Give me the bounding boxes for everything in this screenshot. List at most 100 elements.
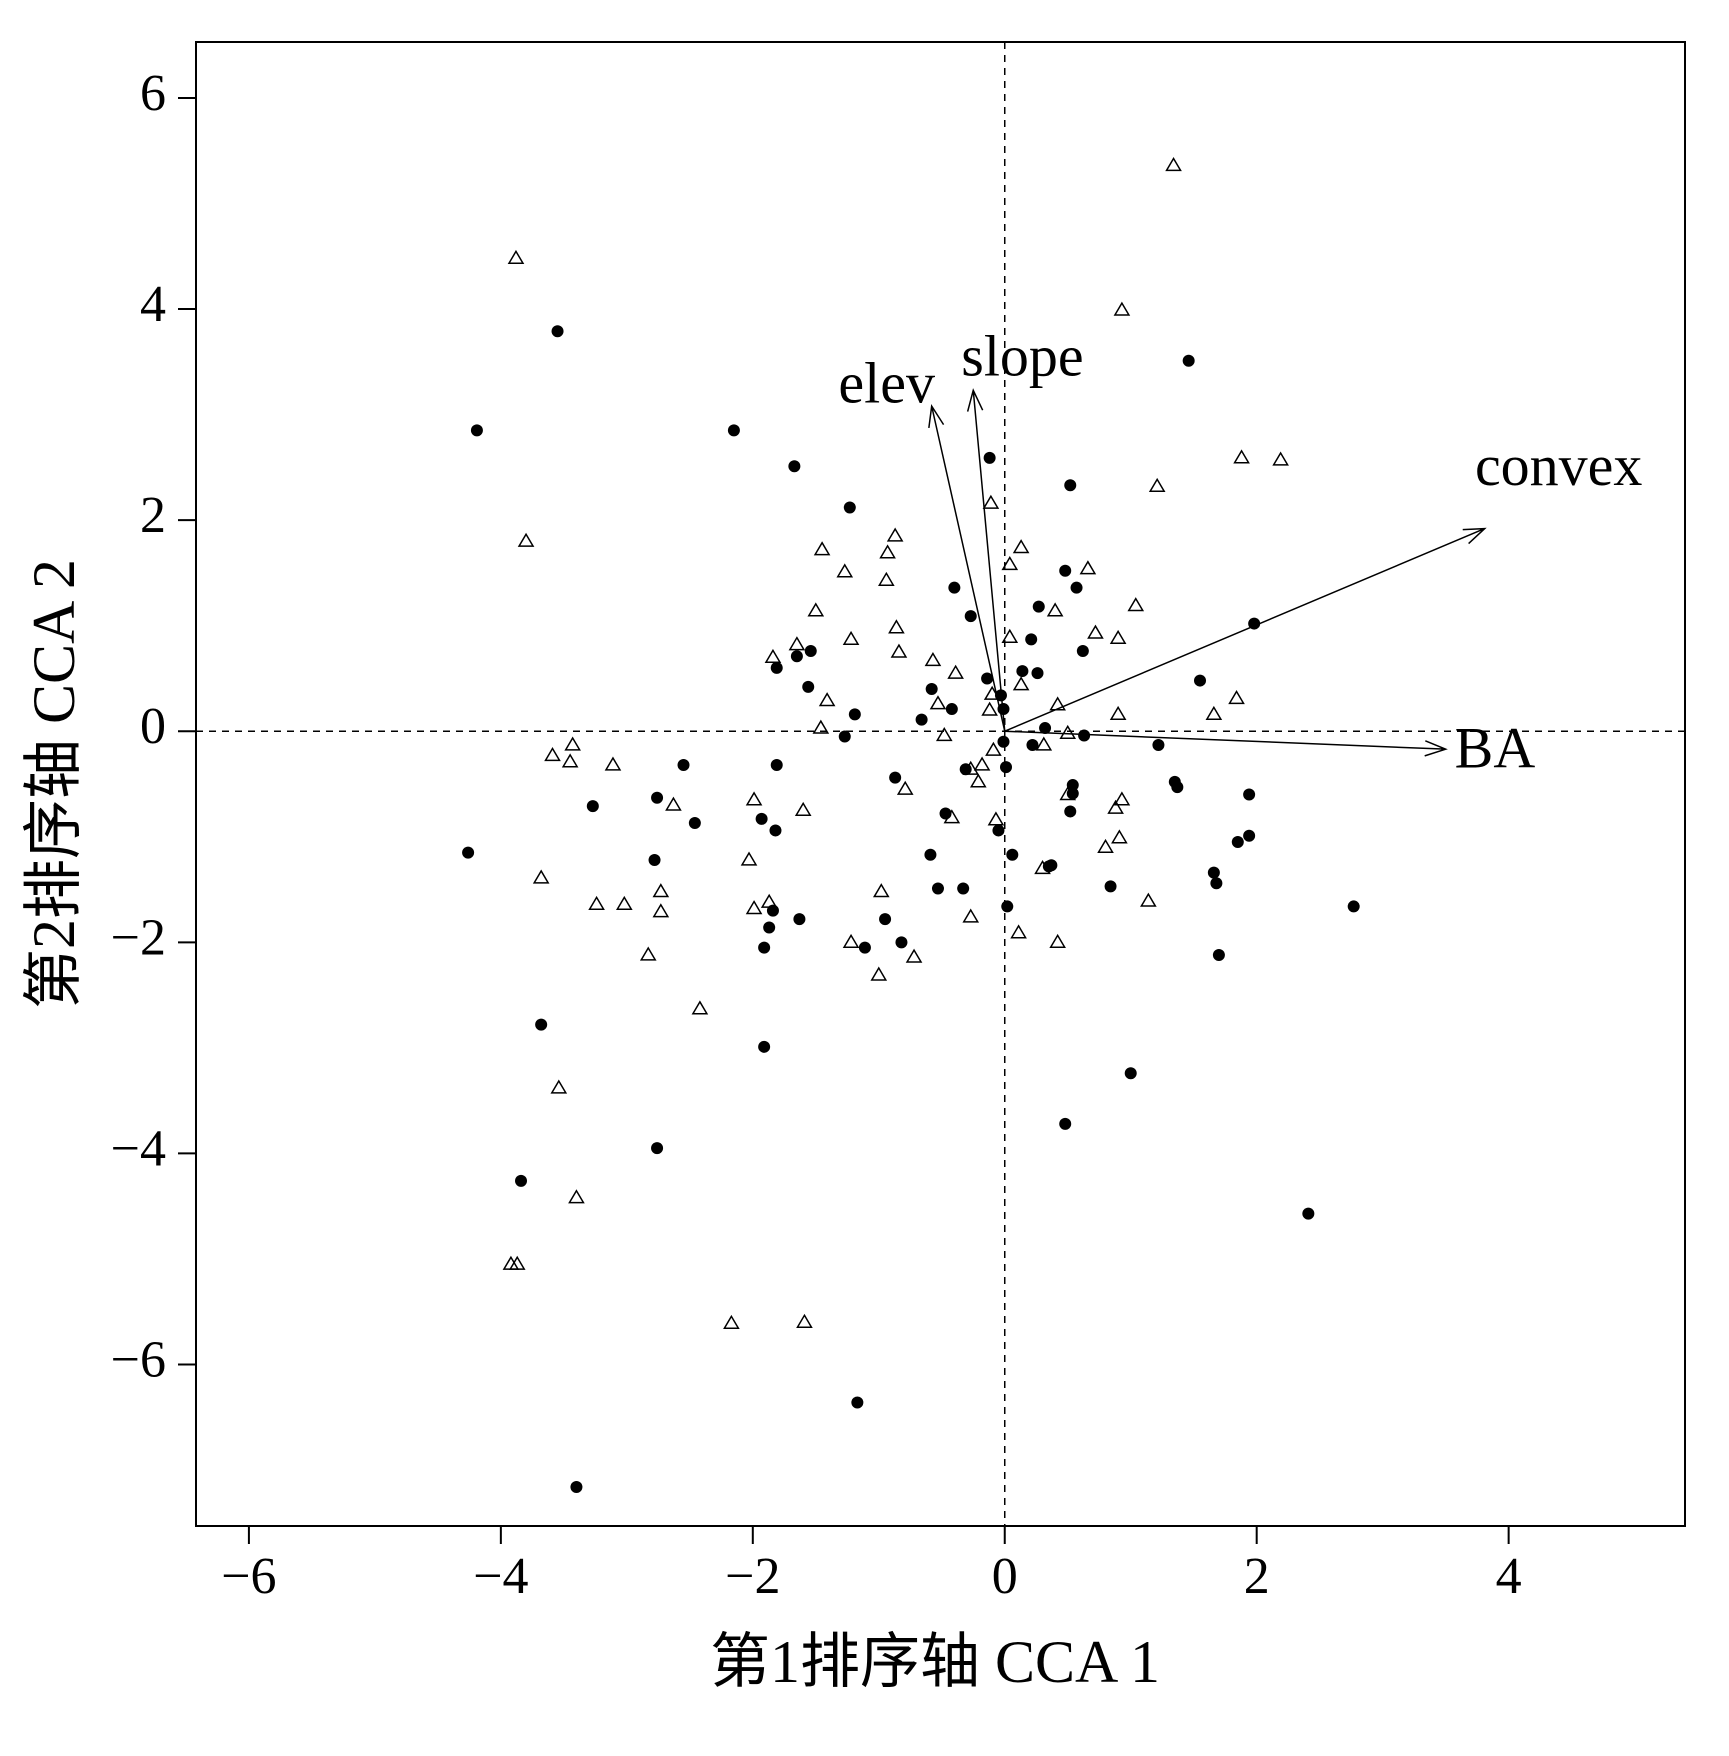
point	[764, 648, 782, 663]
point	[962, 760, 980, 775]
point	[924, 848, 937, 861]
point	[586, 800, 599, 813]
point	[981, 672, 994, 685]
point	[551, 325, 564, 338]
point	[1097, 838, 1114, 853]
point	[688, 817, 701, 830]
point	[985, 741, 1002, 756]
point	[969, 773, 987, 788]
point	[1233, 449, 1250, 464]
point	[962, 908, 980, 923]
point	[1010, 924, 1027, 939]
y-tick-label: 0	[140, 698, 166, 755]
point	[1049, 933, 1066, 948]
point	[981, 701, 998, 716]
biplot-arrow	[1004, 730, 1448, 757]
point	[879, 544, 896, 559]
y-tick-label: −4	[111, 1120, 166, 1177]
plot-frame	[195, 41, 1686, 1527]
point	[1228, 690, 1245, 705]
arrow-label: slope	[961, 324, 1083, 389]
biplot-arrow	[928, 404, 1006, 732]
point	[890, 643, 908, 658]
point	[1302, 1207, 1315, 1220]
point	[1026, 738, 1039, 751]
y-tick-label: −2	[111, 909, 166, 966]
point	[1012, 539, 1030, 554]
point	[788, 460, 801, 473]
point	[1347, 900, 1360, 913]
point	[677, 759, 690, 772]
point	[796, 1313, 813, 1328]
point	[788, 636, 806, 651]
point	[691, 1000, 709, 1015]
point	[532, 869, 550, 884]
point	[727, 424, 740, 437]
point	[588, 895, 605, 910]
point	[878, 571, 895, 586]
point	[648, 853, 661, 866]
point	[888, 619, 905, 634]
point	[973, 756, 991, 771]
point	[1059, 1117, 1072, 1130]
point	[804, 645, 817, 658]
point	[745, 791, 763, 806]
biplot-arrow	[1004, 527, 1487, 732]
point	[1210, 877, 1223, 890]
point	[1124, 1067, 1137, 1080]
point	[758, 941, 771, 954]
point	[793, 913, 806, 926]
point	[1140, 892, 1157, 907]
point	[1016, 665, 1029, 678]
point	[929, 695, 947, 710]
point	[652, 903, 670, 918]
point	[769, 824, 782, 837]
point	[945, 703, 958, 716]
point	[1104, 880, 1117, 893]
point	[508, 1255, 526, 1270]
point	[842, 630, 860, 646]
point	[1070, 581, 1083, 594]
point	[564, 736, 581, 751]
point	[915, 713, 928, 726]
point	[1039, 722, 1052, 735]
y-tick-label: −6	[111, 1331, 166, 1388]
point	[802, 680, 815, 693]
point	[1078, 729, 1091, 742]
point	[879, 913, 892, 926]
point	[896, 780, 914, 795]
point	[758, 1040, 771, 1053]
point	[1148, 477, 1166, 493]
point	[1113, 791, 1131, 806]
point	[1042, 860, 1055, 873]
point	[770, 759, 783, 772]
biplot-arrow	[966, 388, 1006, 732]
point	[905, 948, 923, 963]
point	[755, 812, 768, 825]
point	[1152, 738, 1165, 751]
point	[848, 708, 861, 721]
point	[1231, 836, 1244, 849]
point	[947, 664, 964, 679]
point	[1194, 674, 1207, 687]
point	[843, 501, 856, 514]
point	[1012, 676, 1030, 691]
point	[818, 692, 836, 707]
x-tick-label: −4	[473, 1548, 528, 1605]
arrow-label: convex	[1475, 433, 1643, 498]
point	[858, 941, 871, 954]
point	[982, 494, 1000, 509]
point	[568, 1189, 585, 1204]
point	[1001, 628, 1019, 643]
point	[997, 735, 1010, 748]
point	[760, 893, 778, 908]
point	[1207, 866, 1220, 879]
point	[1035, 736, 1053, 751]
point	[651, 791, 664, 804]
y-tick-label: 2	[140, 487, 166, 544]
point	[1111, 829, 1128, 844]
point	[794, 801, 812, 817]
point	[992, 824, 1005, 837]
point	[1212, 948, 1225, 961]
